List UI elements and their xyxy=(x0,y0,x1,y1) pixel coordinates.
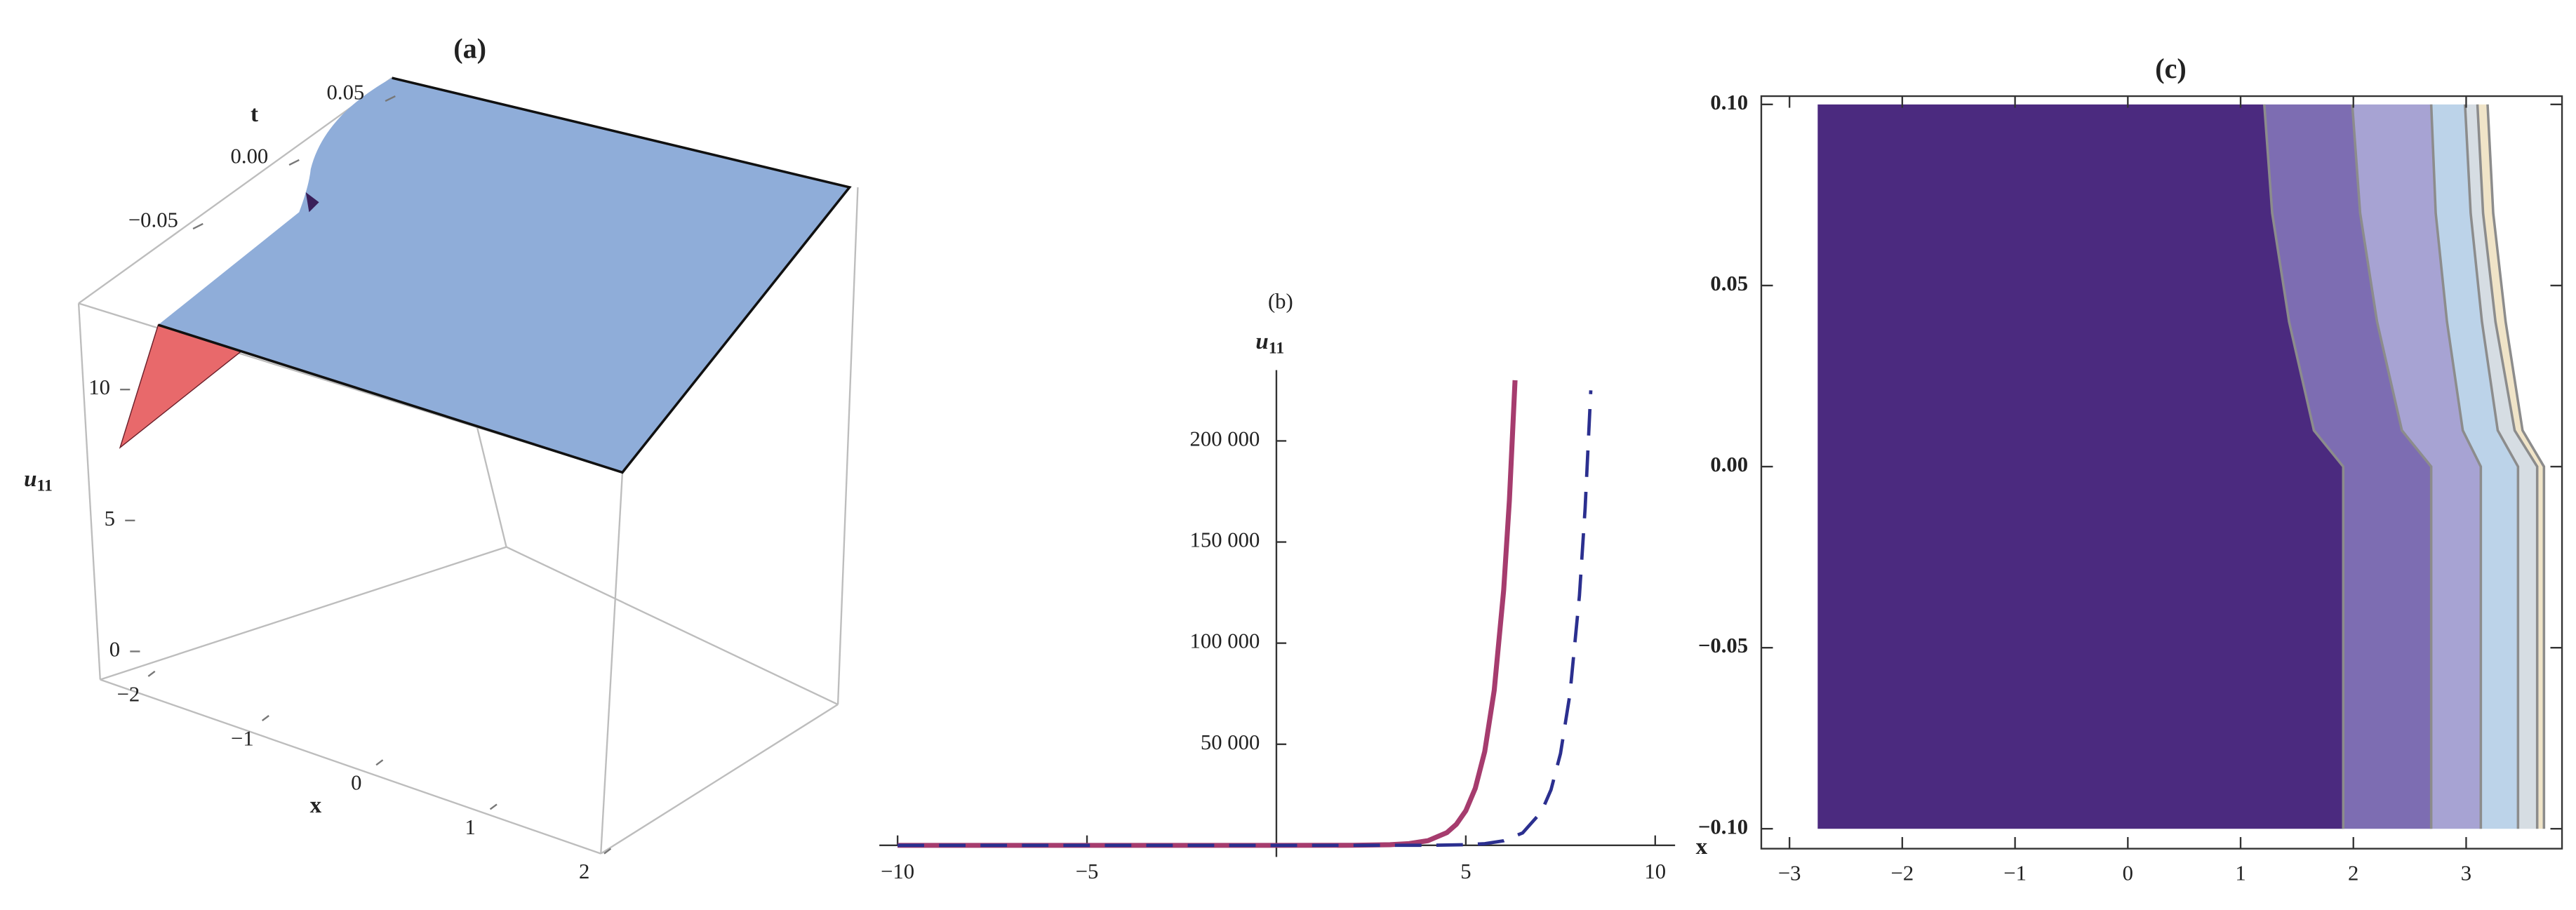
x-tick-label: −5 xyxy=(1076,859,1099,883)
tick-mark xyxy=(262,715,269,722)
tick-label: 0.05 xyxy=(327,81,365,105)
tick-mark xyxy=(385,95,396,102)
z-label-sub: 11 xyxy=(37,477,53,495)
tick-label: 10 xyxy=(88,375,110,399)
tick-label: 2 xyxy=(579,859,589,883)
tick-label: 0 xyxy=(351,771,361,795)
plot-frame xyxy=(1760,95,2563,850)
contour-band xyxy=(2264,104,2431,829)
x-tick-label: −2 xyxy=(1891,861,1914,885)
contour-band xyxy=(2352,104,2481,829)
x-label: x xyxy=(310,793,322,818)
y-tick-label: 50 000 xyxy=(1201,730,1260,754)
tick-label: 1 xyxy=(465,815,476,839)
tick-mark xyxy=(147,670,156,677)
tick-label: −1 xyxy=(231,726,254,750)
tick-label: 5 xyxy=(105,507,115,530)
tick-label: 0 xyxy=(109,638,120,662)
tick-mark xyxy=(603,848,612,855)
contour-line xyxy=(2351,104,2433,829)
x-tick-label: 1 xyxy=(2235,861,2245,885)
x-tick-label: −3 xyxy=(1778,861,1801,885)
x-tick-label: −10 xyxy=(881,859,914,883)
contour-line xyxy=(2476,104,2539,829)
x-label: x xyxy=(1696,834,1708,859)
contour-line xyxy=(2486,104,2546,829)
tick-mark xyxy=(192,222,203,230)
y-tick-label: −0.05 xyxy=(1698,634,1748,657)
x-tick-label: 0 xyxy=(2123,861,2133,885)
tick-mark xyxy=(375,759,384,766)
contour-line xyxy=(2429,104,2483,829)
y-label-base: u xyxy=(1255,329,1268,354)
title: (a) xyxy=(453,32,486,64)
y-tick-label: 0.05 xyxy=(1710,272,1748,295)
x-tick-label: −1 xyxy=(2003,861,2027,885)
y-tick-label: 0.00 xyxy=(1710,453,1748,476)
tick-mark xyxy=(489,803,498,810)
y-tick-label: 100 000 xyxy=(1190,629,1260,653)
y-tick-label: 0.10 xyxy=(1710,91,1748,114)
z-label-base: u xyxy=(24,467,36,492)
contour-band xyxy=(2477,104,2544,829)
contour-band xyxy=(1817,104,2344,829)
x-tick-label: 10 xyxy=(1644,859,1666,883)
series-line xyxy=(897,390,1593,848)
tick-label: 0.00 xyxy=(231,145,269,168)
tick-label: −2 xyxy=(117,682,140,706)
surface-top xyxy=(158,78,850,473)
title: (b) xyxy=(1268,289,1293,313)
x-tick-label: 5 xyxy=(1460,859,1471,883)
surface-fold xyxy=(305,192,319,213)
x-tick-label: 3 xyxy=(2461,861,2471,885)
y-label: t xyxy=(251,102,258,127)
contour-line xyxy=(2464,104,2520,829)
contour-line xyxy=(2263,104,2345,829)
tick-label: −0.05 xyxy=(128,208,178,232)
y-label: u11 xyxy=(1255,329,1284,358)
x-tick-label: 2 xyxy=(2348,861,2358,885)
y-label-sub: 11 xyxy=(1269,340,1284,358)
tick-mark xyxy=(288,159,300,166)
title: (c) xyxy=(2155,53,2187,84)
y-tick-label: 150 000 xyxy=(1190,528,1260,552)
surface-edge xyxy=(157,76,852,474)
contour-band xyxy=(2431,104,2518,829)
y-tick-label: 200 000 xyxy=(1190,427,1260,450)
y-tick-label: −0.10 xyxy=(1698,815,1748,838)
z-label: u11 xyxy=(24,467,53,495)
